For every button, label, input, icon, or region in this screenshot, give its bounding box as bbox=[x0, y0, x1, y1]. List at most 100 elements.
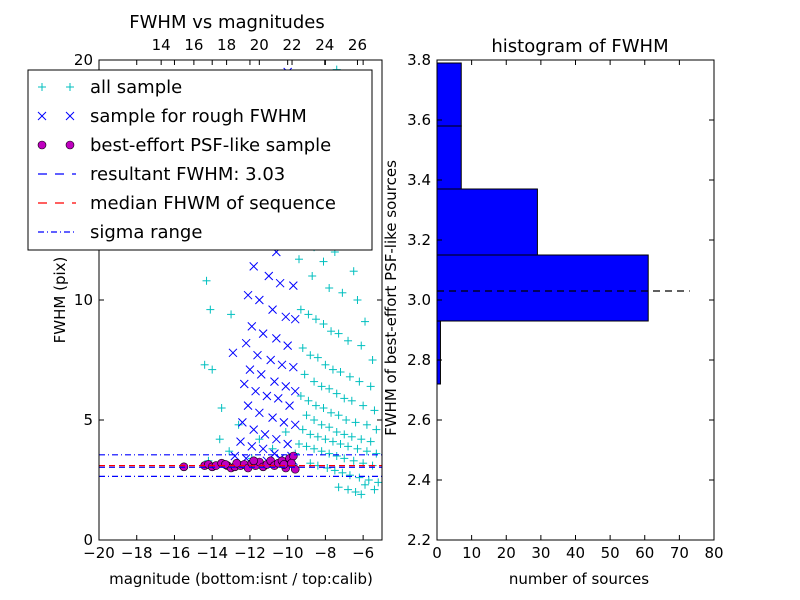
right-plot-area bbox=[436, 62, 690, 385]
scatter-point-all-sample bbox=[359, 401, 368, 410]
scatter-point-all-sample bbox=[306, 430, 315, 439]
scatter-point-all-sample bbox=[296, 392, 305, 400]
scatter-point-rough-fwhm-b bbox=[243, 401, 253, 410]
top-tick-label: 16 bbox=[184, 36, 203, 54]
scatter-point-rough-fwhm bbox=[271, 334, 281, 343]
scatter-point-rough-fwhm-b bbox=[230, 451, 240, 461]
x-tick-label: −18 bbox=[121, 544, 153, 562]
x-tick-label: −12 bbox=[234, 544, 266, 562]
scatter-point-rough-fwhm bbox=[251, 386, 260, 396]
scatter-point-all-sample bbox=[328, 365, 337, 374]
scatter-point-rough-fwhm-b bbox=[239, 379, 249, 389]
scatter-point-all-sample bbox=[349, 267, 358, 276]
scatter-point-rough-fwhm bbox=[243, 401, 253, 410]
y-tick-label: 20 bbox=[74, 51, 93, 69]
scatter-point-rough-fwhm-b bbox=[236, 437, 245, 446]
scatter-point-all-sample bbox=[321, 435, 330, 444]
scatter-point-rough-fwhm-b bbox=[255, 295, 264, 305]
scatter-point-rough-fwhm bbox=[290, 314, 300, 324]
scatter-point-rough-fwhm-b bbox=[243, 290, 253, 300]
scatter-point-all-sample bbox=[310, 416, 319, 424]
right-y-axis-label: FWHM of best-effort PSF-like sources bbox=[382, 160, 400, 436]
scatter-point-rough-fwhm-b bbox=[228, 348, 238, 358]
scatter-point-rough-fwhm bbox=[247, 322, 257, 331]
scatter-point-rough-fwhm-b bbox=[249, 425, 259, 434]
scatter-point-all-sample bbox=[336, 368, 345, 376]
scatter-point-rough-fwhm-b bbox=[288, 281, 298, 290]
y-tick-label: 0 bbox=[83, 531, 93, 549]
x-tick-label: −14 bbox=[196, 544, 228, 562]
scatter-point-all-sample bbox=[338, 468, 347, 477]
scatter-point-all-sample bbox=[357, 490, 366, 499]
scatter-point-all-sample bbox=[361, 317, 370, 326]
scatter-point-rough-fwhm bbox=[281, 382, 291, 391]
scatter-point-all-sample bbox=[355, 473, 364, 482]
scatter-point-all-sample bbox=[370, 485, 379, 494]
legend-box bbox=[27, 69, 373, 251]
scatter-point-rough-fwhm-b bbox=[255, 408, 264, 418]
scatter-point-all-sample bbox=[311, 315, 320, 324]
scatter-point-all-sample bbox=[215, 435, 224, 444]
x-tick-label: 10 bbox=[462, 544, 481, 562]
x-tick-label: 80 bbox=[704, 544, 723, 562]
scatter-point-all-sample bbox=[319, 404, 328, 412]
x-tick-label: 30 bbox=[531, 544, 550, 562]
y-tick-label: 3.8 bbox=[407, 51, 431, 69]
scatter-point-rough-fwhm bbox=[241, 338, 251, 348]
scatter-point-rough-fwhm-b bbox=[283, 341, 293, 350]
scatter-point-all-sample bbox=[334, 329, 343, 338]
histogram-bar bbox=[436, 188, 538, 256]
scatter-point-all-sample bbox=[294, 440, 303, 448]
legend-marker bbox=[37, 111, 47, 121]
scatter-point-all-sample bbox=[208, 365, 217, 374]
y-tick-label: 2.6 bbox=[407, 411, 431, 429]
scatter-point-all-sample bbox=[306, 351, 315, 360]
scatter-point-rough-fwhm bbox=[249, 262, 259, 271]
legend-marker bbox=[37, 140, 47, 150]
scatter-point-rough-fwhm bbox=[260, 430, 270, 439]
legend-label-rough-fwhm: sample for rough FWHM bbox=[90, 106, 307, 127]
scatter-point-rough-fwhm-b bbox=[247, 322, 257, 331]
scatter-point-rough-fwhm bbox=[258, 329, 268, 338]
right-panel: histogram of FWHM 0 10 20 30 40 50 60 70 80 2.22… bbox=[382, 36, 724, 588]
top-tick-label: 22 bbox=[282, 36, 301, 54]
scatter-point-rough-fwhm bbox=[288, 362, 298, 372]
y-tick-label: 5 bbox=[83, 411, 93, 429]
scatter-point-all-sample bbox=[368, 356, 377, 364]
scatter-point-psf-sample bbox=[249, 456, 259, 466]
legend-marker bbox=[65, 111, 75, 121]
scatter-point-all-sample bbox=[332, 428, 341, 436]
left-chart-title: FWHM vs magnitudes bbox=[129, 12, 324, 33]
scatter-point-rough-fwhm-b bbox=[238, 418, 247, 427]
scatter-point-all-sample bbox=[347, 432, 356, 441]
scatter-point-rough-fwhm bbox=[236, 437, 245, 446]
scatter-point-all-sample bbox=[344, 442, 353, 451]
scatter-point-rough-fwhm bbox=[243, 290, 253, 300]
scatter-point-rough-fwhm bbox=[268, 305, 277, 314]
scatter-point-all-sample bbox=[311, 401, 320, 410]
scatter-point-psf-sample bbox=[289, 451, 298, 461]
scatter-point-all-sample bbox=[344, 336, 353, 345]
scatter-point-all-sample bbox=[325, 423, 334, 432]
scatter-point-rough-fwhm bbox=[253, 350, 262, 360]
scatter-point-rough-fwhm-b bbox=[270, 449, 279, 458]
scatter-point-all-sample bbox=[372, 449, 381, 458]
scatter-point-rough-fwhm-b bbox=[241, 338, 251, 348]
scatter-point-all-sample bbox=[370, 406, 379, 415]
scatter-point-all-sample bbox=[374, 478, 383, 487]
scatter-point-all-sample bbox=[347, 396, 356, 405]
scatter-point-all-sample bbox=[298, 344, 307, 352]
scatter-point-all-sample bbox=[345, 471, 354, 480]
scatter-point-rough-fwhm-b bbox=[285, 401, 294, 410]
scatter-point-all-sample bbox=[325, 449, 334, 458]
scatter-point-all-sample bbox=[294, 255, 303, 264]
scatter-point-rough-fwhm-b bbox=[283, 439, 293, 449]
scatter-point-rough-fwhm bbox=[268, 413, 277, 422]
scatter-point-all-sample bbox=[332, 452, 341, 460]
x-tick-label: −10 bbox=[272, 544, 304, 562]
legend-label-median-fwhm: median FHWM of sequence bbox=[90, 193, 336, 214]
legend-marker bbox=[66, 83, 74, 91]
y-tick-label: 3.0 bbox=[407, 291, 431, 309]
scatter-point-all-sample bbox=[323, 464, 332, 472]
scatter-point-rough-fwhm-b bbox=[251, 386, 260, 396]
